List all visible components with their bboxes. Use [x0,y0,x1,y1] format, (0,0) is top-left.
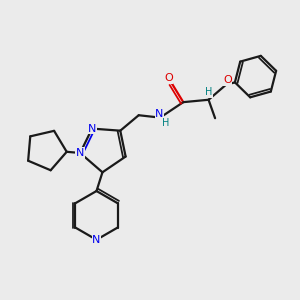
Text: O: O [223,75,232,85]
Text: O: O [164,74,173,83]
Text: H: H [162,118,169,128]
Text: N: N [76,148,84,158]
Text: H: H [206,87,213,97]
Text: N: N [92,236,101,245]
Text: N: N [155,109,164,119]
Text: N: N [88,124,96,134]
